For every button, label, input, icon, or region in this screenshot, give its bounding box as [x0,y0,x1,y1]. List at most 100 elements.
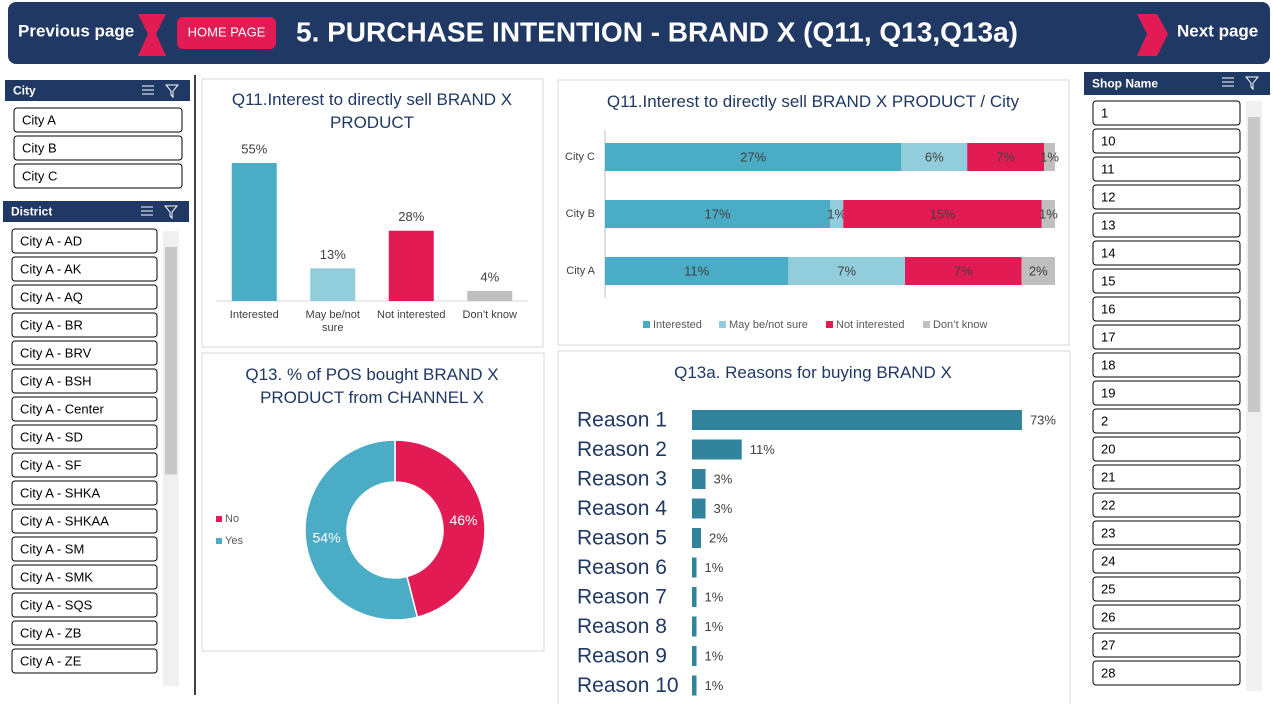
slicer-item[interactable] [1092,464,1241,490]
slicer-item-label[interactable]: 17 [1101,329,1115,344]
slicer-item-label[interactable]: 10 [1101,133,1115,148]
data-label: 28% [398,209,424,224]
slicer-item-label[interactable]: 19 [1101,385,1115,400]
slicer-item[interactable] [1092,324,1241,350]
slicer-item-label[interactable]: 2 [1101,413,1108,428]
slicer-item[interactable] [11,396,158,422]
slicer-item[interactable] [13,163,183,189]
data-label: 55% [241,141,267,156]
slicer-item-label[interactable]: 26 [1101,609,1115,624]
slicer-item-label[interactable]: City C [22,168,57,183]
slicer-item[interactable] [11,620,158,646]
slicer-item-label[interactable]: City A - SHKAA [20,513,109,528]
legend-label: No [225,513,239,525]
slicer-item[interactable] [1092,184,1241,210]
slicer-item-label[interactable]: 1 [1101,105,1108,120]
clear-filter-icon[interactable] [1244,76,1260,91]
next-arrow[interactable] [1137,14,1168,56]
slicer-item[interactable] [1092,296,1241,322]
slicer-item[interactable] [11,284,158,310]
slicer-item-label[interactable]: 23 [1101,525,1115,540]
slicer-item-label[interactable]: City A - AQ [20,289,83,304]
slicer-item-label[interactable]: City B [22,140,57,155]
slicer-item-label[interactable]: City A - BRV [20,345,92,360]
slicer-item-label[interactable]: City A - ZE [20,653,82,668]
slicer-item-label[interactable]: 16 [1101,301,1115,316]
slicer-item-label[interactable]: City A - AK [20,261,82,276]
slicer-item[interactable] [11,424,158,450]
slicer-item-label[interactable]: 20 [1101,441,1115,456]
slicer-item[interactable] [11,228,158,254]
clear-filter-icon[interactable] [163,205,179,220]
slicer-item[interactable] [1092,436,1241,462]
bar-segment [1021,257,1055,285]
slicer-item[interactable] [1092,660,1241,686]
home-button[interactable] [177,17,276,49]
slicer-item[interactable] [11,480,158,506]
slicer-item-label[interactable]: City A - SD [20,429,83,444]
slicer-item[interactable] [11,564,158,590]
slicer-item-label[interactable]: City A - SMK [20,569,93,584]
slicer-item[interactable] [1092,352,1241,378]
slicer-item[interactable] [1092,520,1241,546]
slicer-item[interactable] [1092,156,1241,182]
slicer-item-label[interactable]: City A - SQS [20,597,93,612]
slicer-item-label[interactable]: 11 [1101,161,1115,176]
slicer-item[interactable] [13,135,183,161]
slicer-item-label[interactable]: 25 [1101,581,1115,596]
slicer-item[interactable] [11,312,158,338]
slicer-item[interactable] [11,508,158,534]
slicer-item-label[interactable]: City A [22,112,56,127]
y-tick-label: City A [566,265,595,277]
slicer-item-label[interactable]: 14 [1101,245,1115,260]
slicer-item[interactable] [1092,212,1241,238]
slicer-item[interactable] [1092,408,1241,434]
slicer-item-label[interactable]: City A - SHKA [20,485,101,500]
next-page[interactable]: Next page [1177,21,1258,40]
slicer-item-label[interactable]: City A - Center [20,401,104,416]
home-label[interactable]: HOME PAGE [188,24,266,39]
slicer-item[interactable] [1092,128,1241,154]
slicer-item[interactable] [11,340,158,366]
slicer-item[interactable] [11,452,158,478]
previous-page[interactable]: Previous page [18,21,134,40]
slicer-item[interactable] [1092,492,1241,518]
slicer-title: District [11,205,52,219]
previous-arrow[interactable] [138,14,166,56]
slicer-item[interactable] [11,592,158,618]
clear-filter-icon[interactable] [164,84,180,99]
slicer-item-label[interactable]: 27 [1101,637,1115,652]
slicer-item-label[interactable]: City A - SM [20,541,84,556]
data-label: 11% [684,263,709,278]
slicer-item-label[interactable]: 28 [1101,665,1115,680]
slicer-item[interactable] [1092,632,1241,658]
bar-segment [605,143,902,171]
slicer-item[interactable] [1092,240,1241,266]
slicer-item-label[interactable]: City A - ZB [20,625,81,640]
slicer-item-label[interactable]: City A - SF [20,457,81,472]
slicer-item[interactable] [1092,100,1241,126]
slicer-item-label[interactable]: 18 [1101,357,1115,372]
slicer-item[interactable] [1092,548,1241,574]
slicer-item[interactable] [11,648,158,674]
data-label: 1% [1039,206,1058,221]
y-tick-label: City B [566,208,595,220]
slicer-item-label[interactable]: 12 [1101,189,1115,204]
slicer-item-label[interactable]: 15 [1101,273,1115,288]
slicer-item-label[interactable]: City A - BSH [20,373,92,388]
slicer-item[interactable] [11,368,158,394]
slicer-item-label[interactable]: City A - BR [20,317,83,332]
slicer-item[interactable] [11,256,158,282]
slicer-item[interactable] [13,107,183,133]
slicer-item[interactable] [1092,380,1241,406]
slicer-item-label[interactable]: City A - AD [20,233,82,248]
slicer-item-label[interactable]: 22 [1101,497,1115,512]
slicer-item[interactable] [11,536,158,562]
slicer-item-label[interactable]: 21 [1101,469,1115,484]
slicer-item[interactable] [1092,268,1241,294]
slicer-item-label[interactable]: 13 [1101,217,1115,232]
slicer-item[interactable] [1092,604,1241,630]
slicer-item-label[interactable]: 24 [1101,553,1115,568]
slicer-item[interactable] [1092,576,1241,602]
